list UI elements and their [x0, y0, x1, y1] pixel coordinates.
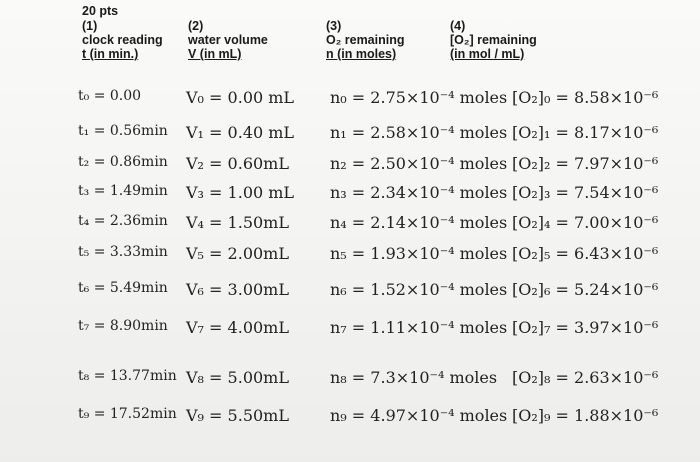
table-cell: t₇ = 8.90min [78, 318, 168, 334]
column-number: (2) [188, 19, 204, 33]
table-cell: n₉ = 4.97×10⁻⁴ moles [330, 406, 508, 425]
table-cell: V₄ = 1.50mL [186, 213, 289, 232]
table-cell: [O₂]₅ = 6.43×10⁻⁶ [512, 244, 659, 263]
column-header: (3) O₂ remaining n (in moles) [326, 19, 405, 61]
table-cell: n₈ = 7.3×10⁻⁴ moles [330, 368, 498, 387]
column-title: O₂ remaining [326, 33, 405, 47]
column-number: (4) [450, 19, 466, 33]
table-cell: [O₂]₇ = 3.97×10⁻⁶ [512, 318, 659, 337]
table-cell: n₄ = 2.14×10⁻⁴ moles [330, 213, 508, 232]
table-cell: V₅ = 2.00mL [186, 244, 289, 263]
table-cell: n₁ = 2.58×10⁻⁴ moles [330, 123, 508, 142]
table-cell: t₉ = 17.52min [78, 406, 177, 422]
table-cell: n₂ = 2.50×10⁻⁴ moles [330, 154, 508, 173]
table-cell: t₀ = 0.00 [78, 88, 142, 104]
table-cell: V₉ = 5.50mL [186, 406, 289, 425]
table-cell: [O₂]₁ = 8.17×10⁻⁶ [512, 123, 659, 142]
table-cell: [O₂]₆ = 5.24×10⁻⁶ [512, 280, 659, 299]
table-cell: t₈ = 13.77min [78, 368, 177, 384]
table-cell: n₃ = 2.34×10⁻⁴ moles [330, 183, 508, 202]
table-cell: [O₂]₀ = 8.58×10⁻⁶ [512, 88, 659, 107]
column-header: (1) clock reading t (in min.) [82, 19, 163, 61]
table-cell: V₇ = 4.00mL [186, 318, 289, 337]
table-cell: n₇ = 1.11×10⁻⁴ moles [330, 318, 508, 337]
table-cell: n₆ = 1.52×10⁻⁴ moles [330, 280, 508, 299]
table-cell: n₅ = 1.93×10⁻⁴ moles [330, 244, 508, 263]
table-cell: t₁ = 0.56min [78, 123, 168, 139]
table-cell: n₀ = 2.75×10⁻⁴ moles [330, 88, 508, 107]
table-cell: [O₂]₂ = 7.97×10⁻⁶ [512, 154, 659, 173]
table-cell: [O₂]₃ = 7.54×10⁻⁶ [512, 183, 659, 202]
column-header: (2) water volume V (in mL) [188, 19, 268, 61]
table-cell: V₁ = 0.40 mL [186, 123, 295, 142]
table-cell: t₃ = 1.49min [78, 183, 168, 199]
column-number: (1) [82, 19, 98, 33]
column-unit: n (in moles) [326, 47, 397, 61]
column-title: clock reading [82, 33, 163, 47]
column-unit: t (in min.) [82, 47, 139, 61]
table-cell: t₄ = 2.36min [78, 213, 168, 229]
table-cell: V₀ = 0.00 mL [186, 88, 295, 107]
table-cell: t₅ = 3.33min [78, 244, 168, 260]
table-cell: V₈ = 5.00mL [186, 368, 289, 387]
column-unit: V (in mL) [188, 47, 242, 61]
table-cell: [O₂]₉ = 1.88×10⁻⁶ [512, 406, 659, 425]
table-cell: V₃ = 1.00 mL [186, 183, 295, 202]
table-cell: t₂ = 0.86min [78, 154, 168, 170]
table-cell: [O₂]₄ = 7.00×10⁻⁶ [512, 213, 659, 232]
column-header: (4) [O₂] remaining (in mol / mL) [450, 19, 537, 61]
column-number: (3) [326, 19, 342, 33]
table-cell: V₂ = 0.60mL [186, 154, 289, 173]
table-cell: V₆ = 3.00mL [186, 280, 289, 299]
table-cell: t₆ = 5.49min [78, 280, 168, 296]
table-cell: [O₂]₈ = 2.63×10⁻⁶ [512, 368, 659, 387]
points: 20 pts [82, 4, 119, 18]
column-title: water volume [188, 33, 268, 47]
column-unit: (in mol / mL) [450, 47, 525, 61]
column-title: [O₂] remaining [450, 33, 537, 47]
